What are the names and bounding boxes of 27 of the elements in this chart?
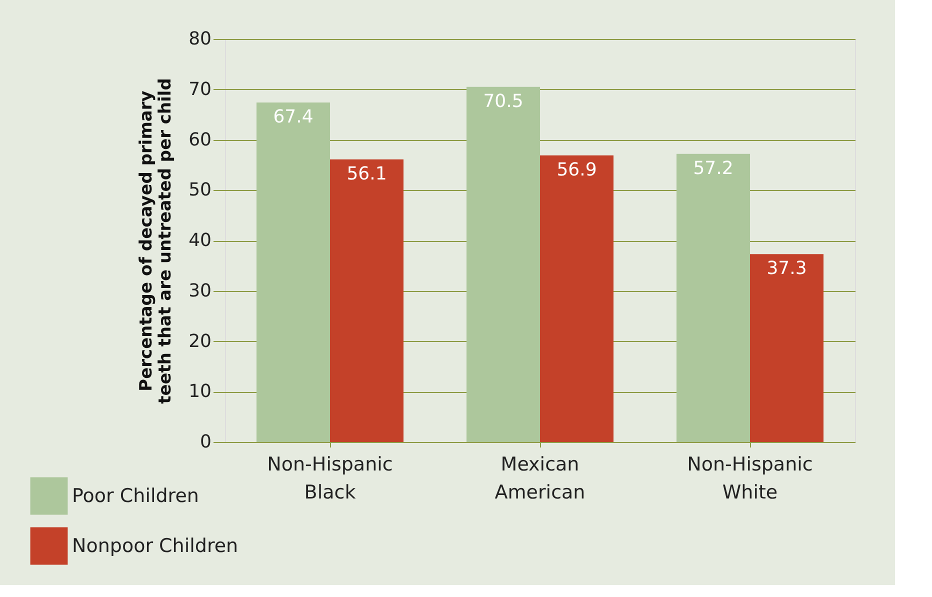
data-label: 56.9: [556, 159, 597, 180]
bar: [330, 159, 404, 442]
data-label: 37.3: [766, 258, 807, 280]
y-tick-label: 0: [200, 432, 212, 452]
x-tick-label: Non-Hispanic Black: [267, 454, 393, 504]
legend-label: Nonpoor Children: [72, 535, 238, 557]
bar: [540, 155, 614, 442]
bar: [750, 254, 824, 442]
data-label: 67.4: [273, 106, 314, 128]
x-tick-label: Mexican American: [494, 454, 586, 504]
y-tick-label: 30: [188, 280, 212, 302]
bar: [256, 102, 330, 442]
x-tick-label: Non-Hispanic White: [687, 454, 813, 504]
y-tick-label: 40: [188, 230, 212, 251]
y-tick-label: 60: [188, 129, 212, 150]
data-label: 57.2: [693, 158, 734, 179]
y-tick-label: 20: [188, 330, 212, 352]
y-tick-label: 70: [188, 78, 212, 100]
data-label: 56.1: [346, 163, 387, 184]
y-tick-label: 50: [188, 180, 212, 201]
data-label: 70.5: [483, 90, 524, 112]
bar: [466, 86, 540, 442]
y-axis-title: Percentage of decayed primary teeth that are untreated per child: [136, 78, 176, 404]
y-tick-label: 80: [188, 28, 212, 50]
legend-label: Poor Children: [72, 485, 199, 507]
y-tick-label: 10: [188, 381, 212, 402]
bar: [676, 154, 750, 442]
